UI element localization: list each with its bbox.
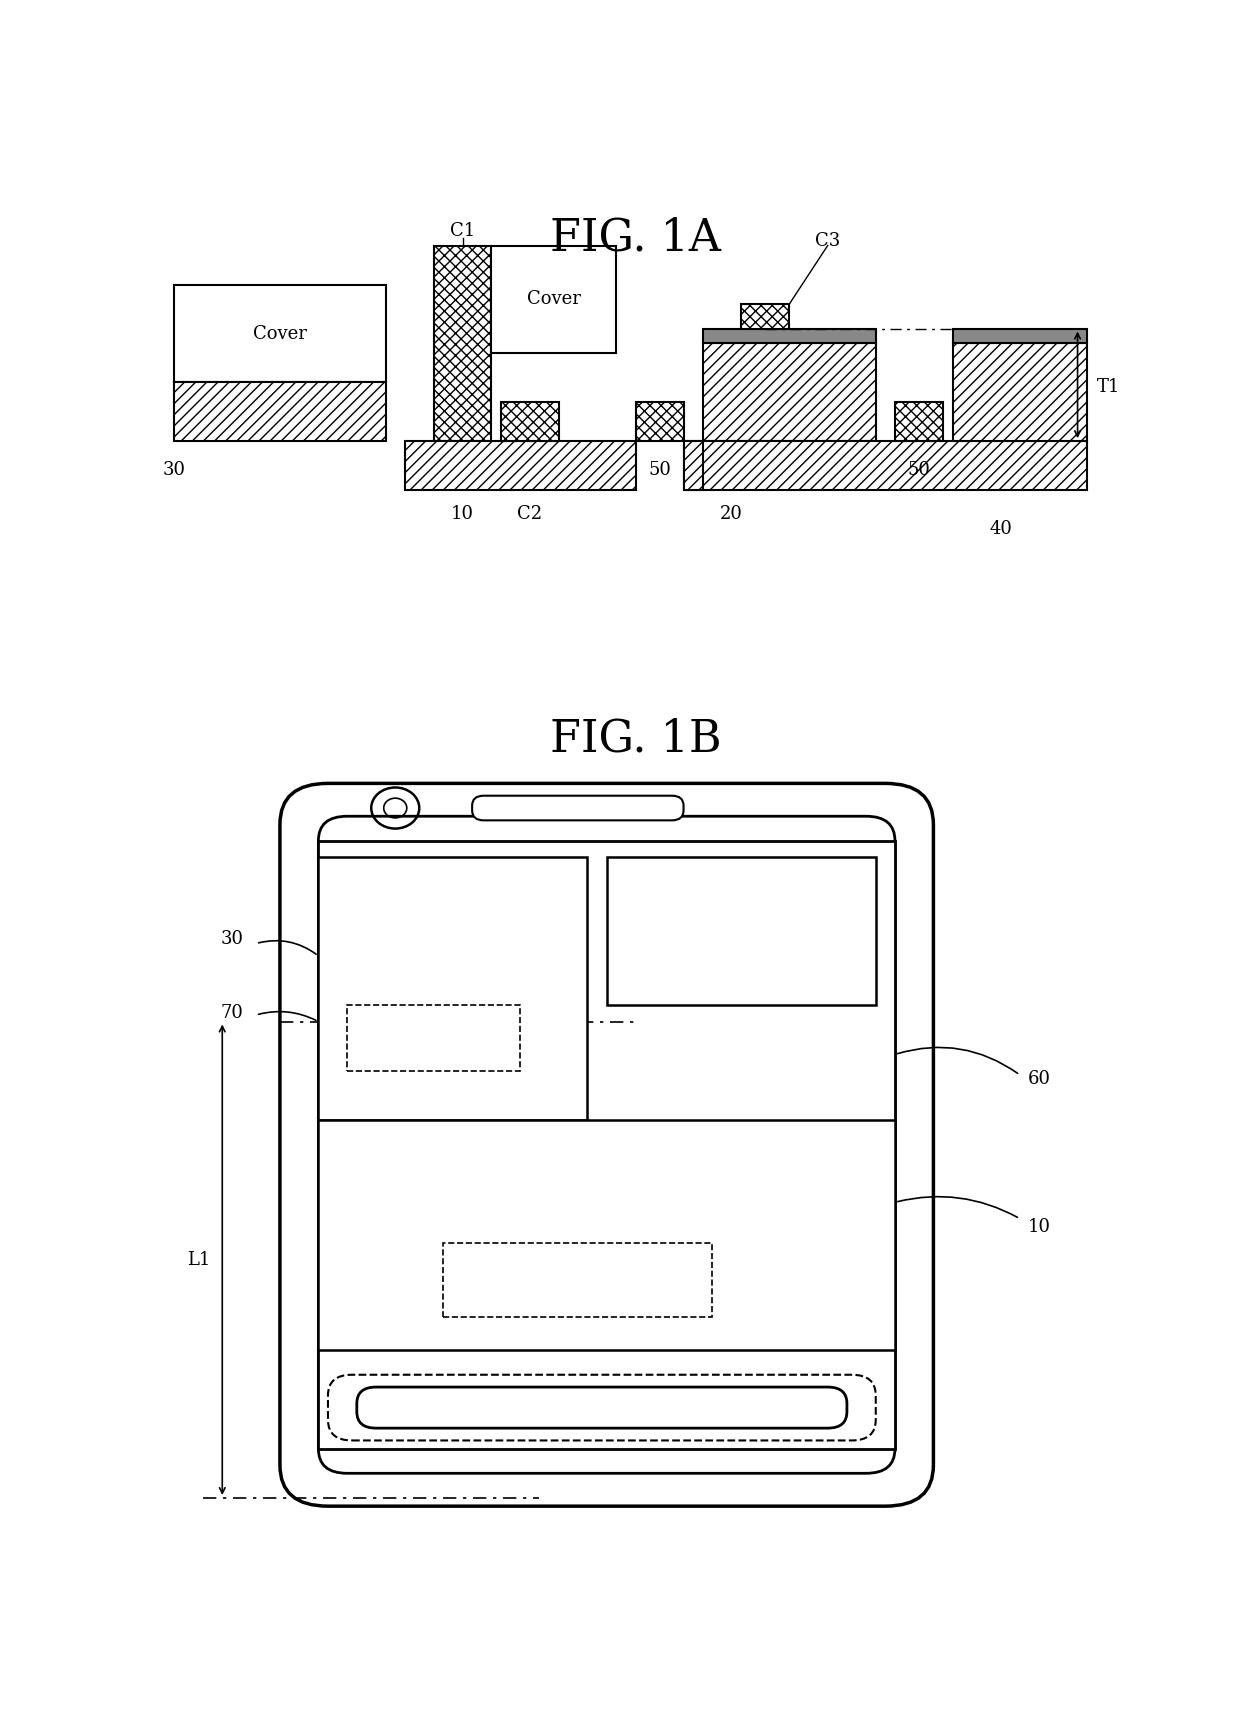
FancyBboxPatch shape <box>327 1374 875 1440</box>
Bar <box>635 402 683 440</box>
Text: FIG. 1A: FIG. 1A <box>551 217 720 260</box>
FancyBboxPatch shape <box>472 796 683 820</box>
Text: 10: 10 <box>1028 1218 1050 1237</box>
FancyBboxPatch shape <box>357 1386 847 1428</box>
Bar <box>606 857 875 1004</box>
Bar <box>703 329 875 344</box>
Text: 50: 50 <box>649 461 671 480</box>
Bar <box>174 382 386 440</box>
Text: C1: C1 <box>450 222 475 239</box>
Text: C1: C1 <box>589 1398 615 1417</box>
Text: C3: C3 <box>422 1029 446 1047</box>
Text: 70: 70 <box>221 1004 243 1022</box>
Text: C2: C2 <box>565 1271 590 1290</box>
Bar <box>319 857 588 1120</box>
FancyBboxPatch shape <box>280 783 934 1507</box>
Bar <box>444 1244 712 1318</box>
Text: 60: 60 <box>1028 1070 1050 1089</box>
Text: 40: 40 <box>990 519 1012 538</box>
Bar <box>703 344 875 440</box>
Bar <box>174 284 386 382</box>
Bar <box>319 1120 895 1350</box>
Text: Cover: Cover <box>253 325 306 342</box>
Bar <box>895 402 942 440</box>
Bar <box>952 344 1087 440</box>
Text: 20: 20 <box>720 506 743 523</box>
Bar <box>683 440 1087 490</box>
Bar <box>404 440 635 490</box>
Text: L1: L1 <box>186 1250 210 1269</box>
Bar <box>434 246 491 440</box>
Text: 50: 50 <box>908 461 930 480</box>
Text: 10: 10 <box>451 506 474 523</box>
Text: Cover: Cover <box>527 291 580 308</box>
Text: 30: 30 <box>221 931 243 948</box>
Bar <box>347 1004 521 1072</box>
Bar <box>742 304 789 329</box>
FancyBboxPatch shape <box>319 817 895 1474</box>
Bar <box>683 440 703 490</box>
Text: T1: T1 <box>1096 378 1120 396</box>
Text: C3: C3 <box>815 232 841 249</box>
Bar <box>952 329 1087 344</box>
Bar <box>491 246 616 353</box>
Text: C2: C2 <box>517 506 542 523</box>
Bar <box>501 402 558 440</box>
Bar <box>319 841 895 1448</box>
Text: FIG. 1B: FIG. 1B <box>549 717 722 760</box>
Text: 30: 30 <box>162 461 186 480</box>
